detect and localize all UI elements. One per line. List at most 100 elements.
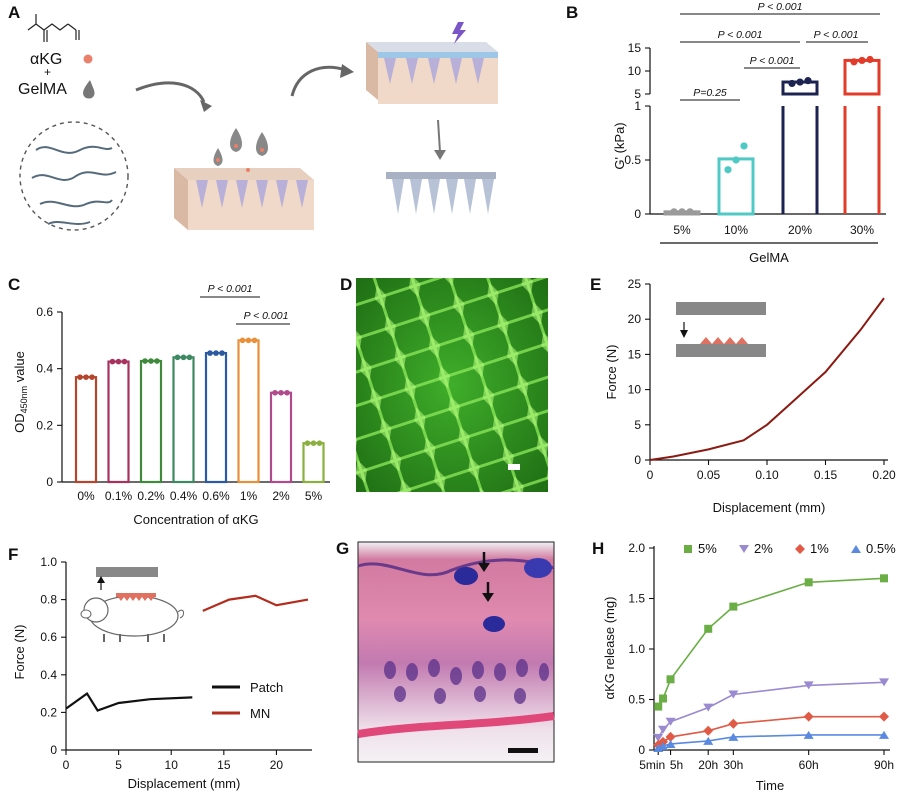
e-y-tick-label: 0 xyxy=(634,453,641,467)
c-data-point xyxy=(239,337,246,344)
h-data-marker xyxy=(728,718,739,729)
pig-icon xyxy=(80,567,185,642)
f-legend-label: MN xyxy=(250,706,270,721)
h-x-tick-label: 20h xyxy=(698,758,718,772)
b-y-tick-label: 5 xyxy=(634,87,641,101)
b-data-point xyxy=(670,208,678,216)
arrow-icon xyxy=(135,81,206,103)
e-x-tick-label: 0.05 xyxy=(697,468,721,482)
f-y-tick-label: 0.8 xyxy=(40,593,57,607)
mold-icon xyxy=(174,128,314,230)
e-y-tick-label: 10 xyxy=(628,383,642,397)
c-bar xyxy=(107,360,130,484)
h-data-marker xyxy=(851,545,861,553)
e-x-tick-label: 0.20 xyxy=(872,468,896,482)
h-data-marker xyxy=(654,702,663,711)
microneedle-trace xyxy=(483,616,505,632)
h-data-marker xyxy=(795,544,805,554)
c-data-point xyxy=(207,350,213,356)
b-data-point xyxy=(850,58,858,66)
e-x-tick-label: 0.15 xyxy=(814,468,838,482)
c-x-tick-label: 0.1% xyxy=(105,489,133,503)
panel-letter-h: H xyxy=(592,539,604,558)
microneedle-trace xyxy=(454,567,478,585)
f-legend-label: Patch xyxy=(250,680,283,695)
c-data-point xyxy=(278,389,284,396)
panel-letter-c: C xyxy=(8,275,20,294)
c-data-point xyxy=(219,350,225,356)
c-bar xyxy=(269,391,293,484)
c-bar xyxy=(204,351,228,484)
b-data-point xyxy=(732,156,740,164)
arrow-head-icon xyxy=(478,563,490,572)
b-sig-3: P < 0.001 xyxy=(750,55,795,67)
panel-letter-g: G xyxy=(336,539,349,558)
f-y-axis-label: Force (N) xyxy=(12,625,27,680)
f-lines xyxy=(65,594,309,712)
h-data-marker xyxy=(739,545,749,553)
arrow-icon xyxy=(290,65,347,97)
f-y-tick-label: 0.2 xyxy=(40,705,57,719)
c-bars xyxy=(74,337,325,484)
e-y-tick-label: 5 xyxy=(634,418,641,432)
microneedle-array-image xyxy=(356,278,548,492)
hair-follicles xyxy=(384,659,549,704)
h-data-marker xyxy=(728,690,739,699)
e-y-tick-label: 15 xyxy=(628,347,642,361)
c-y-tick-label: 0 xyxy=(46,475,53,489)
b-bar-upper xyxy=(843,58,881,96)
c-data-point xyxy=(89,374,95,380)
c-x-tick-label: 2% xyxy=(272,489,290,503)
b-x-tick-label: 20% xyxy=(788,223,812,237)
h-y-tick-label: 0 xyxy=(638,743,645,757)
c-data-point xyxy=(154,358,160,364)
h-data-marker xyxy=(684,545,692,553)
gelma-drop-icon xyxy=(83,80,95,99)
h-x-tick-label: 5min xyxy=(639,758,665,772)
microneedle-trace xyxy=(524,558,552,578)
e-x-axis-label: Displacement (mm) xyxy=(713,500,826,515)
c-data-point xyxy=(213,350,219,356)
akg-molecule xyxy=(27,14,80,42)
arrow-down-icon xyxy=(437,119,441,153)
f-x-axis-label: Displacement (mm) xyxy=(128,776,241,791)
h-data-marker xyxy=(728,732,739,741)
b-sig-5: P=0.25 xyxy=(693,87,727,99)
h-data-marker xyxy=(804,578,813,587)
arrow-head-icon xyxy=(340,64,354,78)
c-data-point xyxy=(148,358,154,364)
c-data-point xyxy=(121,358,128,365)
panel-letter-f: F xyxy=(8,545,18,564)
gelma-label: GelMA xyxy=(18,81,67,98)
panel-f: F Force (N) 0 0.2 0.4 0.6 0.8 1.0 0 5 10 15 20 Di… xyxy=(8,545,312,791)
c-bar xyxy=(302,442,325,484)
b-significance xyxy=(680,13,880,101)
f-x-tick-label: 0 xyxy=(63,758,70,772)
microneedle-patch-icon xyxy=(386,172,496,214)
h-data-marker xyxy=(803,711,814,722)
h-y-tick-label: 2.0 xyxy=(628,541,645,555)
h-series-line xyxy=(657,734,884,749)
c-data-point xyxy=(186,354,193,361)
b-y-tick-label: 0 xyxy=(634,207,641,221)
b-group-label: GelMA xyxy=(749,250,789,265)
b-x-tick-label: 10% xyxy=(724,223,748,237)
c-data-point xyxy=(310,440,317,446)
panel-d: D xyxy=(340,275,548,492)
f-x-tick-label: 20 xyxy=(270,758,284,772)
h-data-marker xyxy=(880,574,888,583)
c-data-point xyxy=(180,354,187,361)
b-points xyxy=(670,55,874,216)
c-data-point xyxy=(174,354,181,361)
f-y-tick-label: 0.6 xyxy=(40,630,57,644)
c-significance xyxy=(200,296,290,325)
c-data-point xyxy=(115,358,122,365)
c-x-tick-label: 0.2% xyxy=(137,489,165,503)
panel-c: C OD450nm value 0 0.2 0.4 0.6 0% 0.1% 0.2% 0.4… xyxy=(8,275,330,527)
h-y-tick-label: 0.5 xyxy=(628,693,645,707)
b-data-point xyxy=(788,79,796,88)
h-x-tick-label: 90h xyxy=(874,758,894,772)
panel-letter-e: E xyxy=(590,275,601,294)
h-data-marker xyxy=(879,711,889,722)
